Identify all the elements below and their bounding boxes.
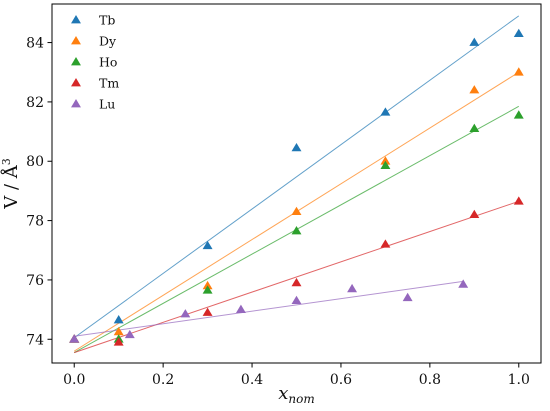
x-axis-title-subscript: nom [288, 392, 314, 406]
data-point-tb [202, 240, 213, 250]
x-axis-title-base: x [278, 383, 288, 404]
y-tick-label: 80 [26, 154, 44, 170]
fit-line-tm [74, 200, 519, 354]
x-tick-label: 1.0 [508, 372, 530, 388]
data-point-dy [202, 280, 213, 290]
data-point-tb [291, 142, 302, 152]
data-point-dy [469, 85, 480, 94]
y-tick-label: 76 [26, 273, 44, 289]
data-point-dy [291, 206, 302, 216]
data-point-lu [69, 334, 80, 343]
data-point-tm [469, 209, 480, 219]
y-tick-label: 78 [26, 214, 44, 230]
data-point-tm [380, 239, 391, 248]
data-points-layer [69, 28, 524, 346]
x-tick-label: 0.0 [63, 372, 85, 388]
data-point-tm [202, 307, 213, 316]
data-point-lu [124, 329, 135, 339]
legend-label-lu: Lu [99, 97, 115, 112]
plot-frame [51, 3, 542, 364]
legend-marker-ho [71, 57, 81, 66]
data-point-ho [202, 285, 213, 294]
data-point-ho [469, 123, 480, 132]
data-point-ho [513, 110, 524, 119]
fit-line-tb [73, 15, 520, 339]
y-axis-title-superscript: 3 [0, 158, 13, 165]
data-point-tb [113, 315, 124, 324]
legend-label-ho: Ho [99, 55, 117, 70]
x-tick-label: 0.6 [330, 372, 352, 388]
legend-label-dy: Dy [99, 34, 117, 49]
y-axis-title: V / Å3 [0, 158, 22, 210]
y-tick-label: 74 [26, 332, 44, 348]
data-point-tm [513, 196, 524, 205]
y-axis-title-main: V / Å [0, 164, 22, 210]
data-point-tm [113, 337, 124, 346]
data-point-ho [291, 226, 302, 235]
data-point-tm [291, 277, 302, 287]
x-tick-label: 0.2 [152, 372, 174, 388]
data-point-dy [513, 67, 524, 76]
data-point-tb [469, 37, 480, 46]
data-point-lu [180, 309, 191, 318]
y-axis-ticks: 74 76 78 80 82 84 [26, 36, 52, 348]
legend-marker-tb [71, 15, 81, 24]
y-tick-label: 82 [26, 95, 44, 111]
legend: Tb Dy Ho Tm Lu [71, 13, 119, 112]
data-point-lu [235, 304, 246, 313]
x-axis-ticks: 0.0 0.2 0.4 0.6 0.8 1.0 [63, 363, 530, 388]
data-point-lu [291, 295, 302, 305]
legend-marker-tm [71, 78, 81, 87]
legend-marker-lu [71, 99, 81, 108]
data-point-ho [380, 160, 391, 170]
data-point-lu [402, 292, 413, 302]
y-tick-label: 84 [26, 36, 44, 52]
x-axis-title: xnom [278, 383, 315, 406]
legend-label-tb: Tb [99, 13, 115, 28]
data-point-dy [380, 156, 391, 165]
data-point-dy [113, 326, 124, 336]
data-point-tb [513, 28, 524, 38]
data-point-lu [347, 283, 358, 293]
fit-line-lu [74, 280, 464, 337]
x-tick-label: 0.4 [241, 372, 263, 388]
data-point-tb [380, 107, 391, 116]
x-tick-label: 0.8 [419, 372, 441, 388]
data-point-lu [458, 279, 469, 288]
legend-label-tm: Tm [99, 76, 119, 91]
legend-marker-dy [71, 36, 81, 45]
